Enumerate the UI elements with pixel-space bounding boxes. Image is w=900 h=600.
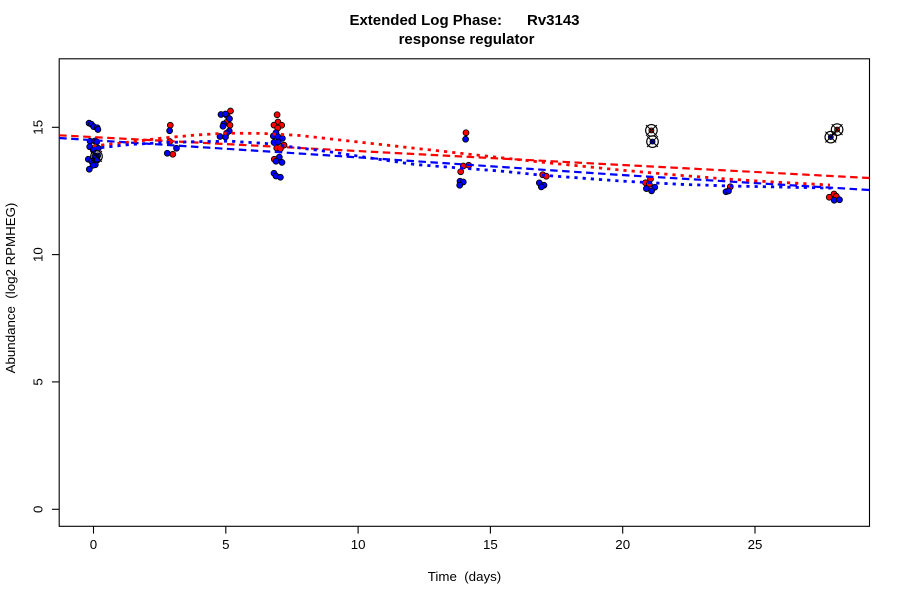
svg-text:10: 10 <box>351 537 366 552</box>
svg-text:0: 0 <box>31 506 46 513</box>
svg-text:Time (days): Time (days) <box>428 569 501 584</box>
svg-text:10: 10 <box>31 247 46 262</box>
svg-text:5: 5 <box>31 378 46 385</box>
svg-text:Extended Log Phase: Rv314: Extended Log Phase: Rv3143 <box>349 12 579 29</box>
svg-text:response regulator: response regulator <box>399 31 535 48</box>
svg-text:20: 20 <box>615 537 630 552</box>
svg-text:25: 25 <box>748 537 763 552</box>
svg-text:0: 0 <box>90 537 97 552</box>
svg-text:15: 15 <box>483 537 498 552</box>
svg-text:15: 15 <box>31 120 46 135</box>
svg-text:5: 5 <box>222 537 229 552</box>
svg-text:Abundance (log2 RPMHEG): Abundance (log2 RPMHEG) <box>3 203 18 374</box>
